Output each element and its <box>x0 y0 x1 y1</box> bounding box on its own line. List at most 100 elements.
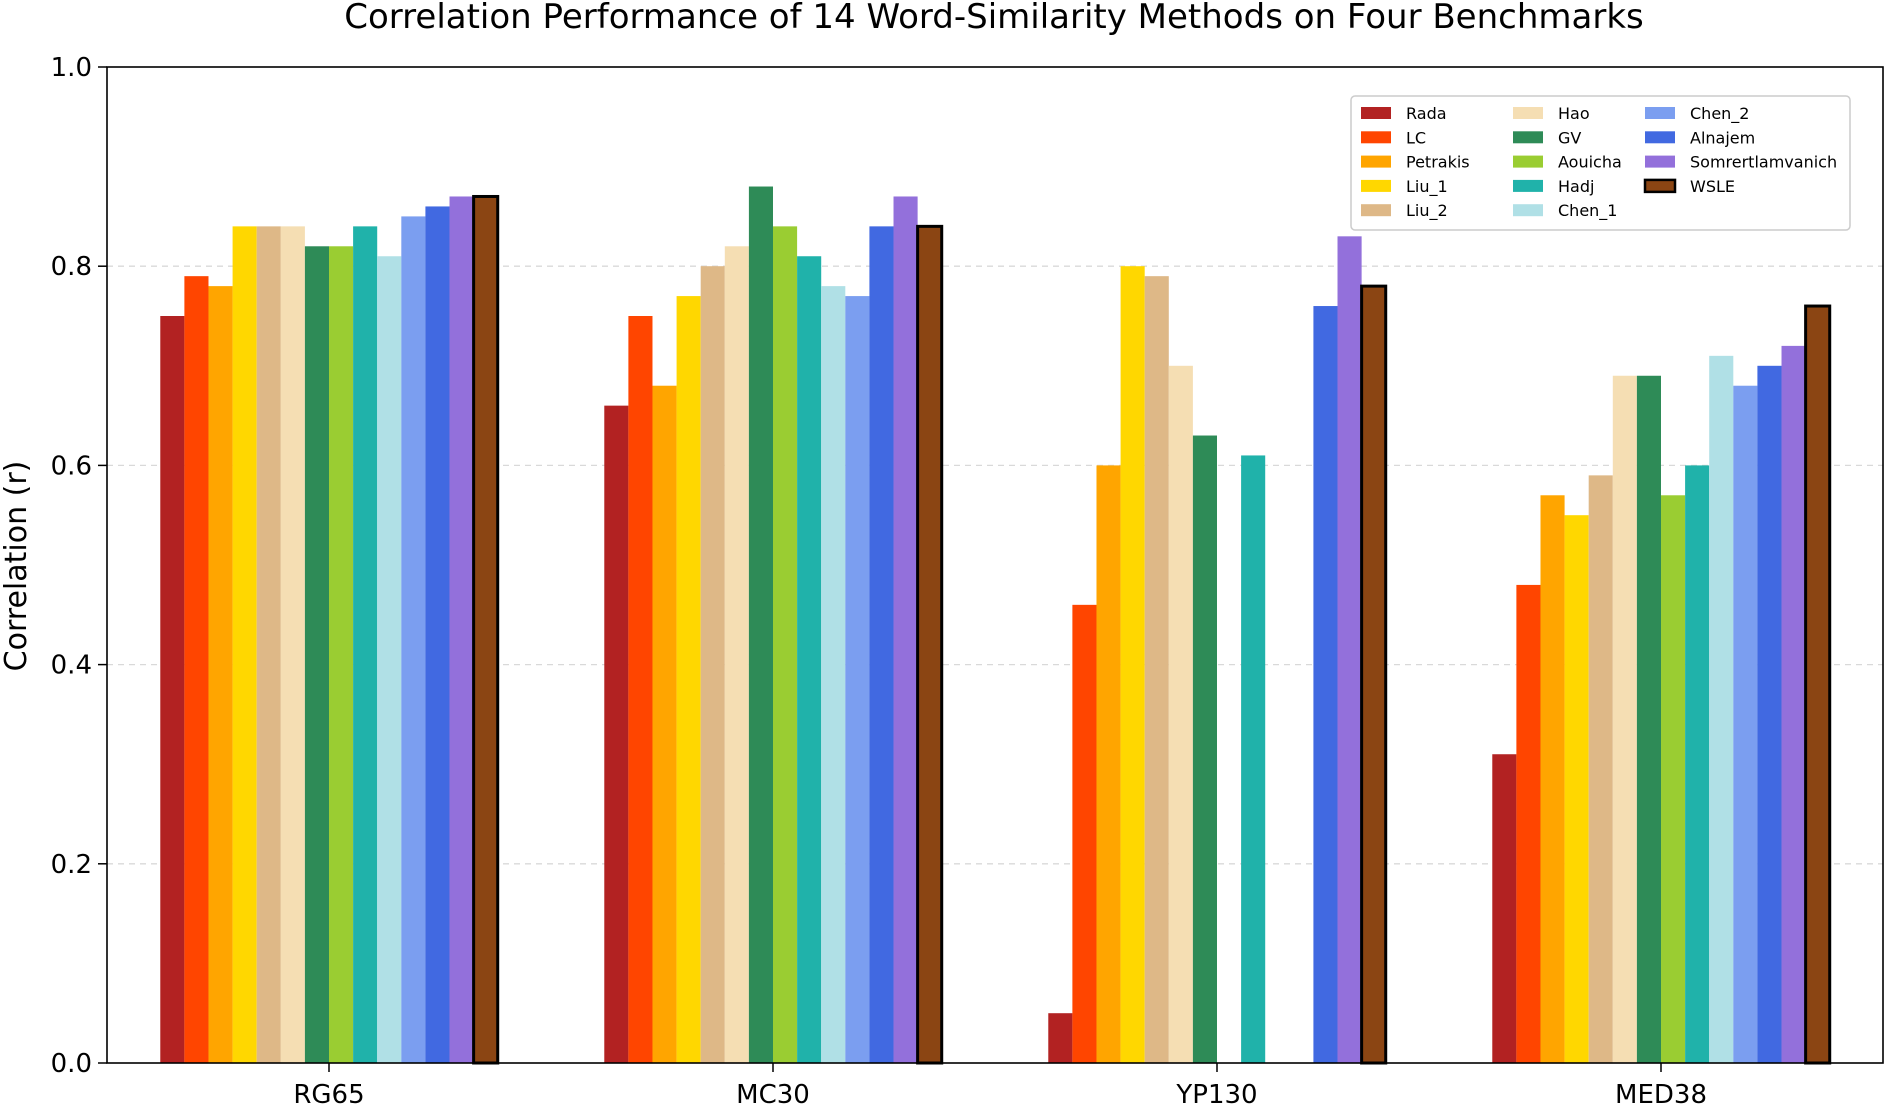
bar-hadj-yp130 <box>1241 455 1266 1063</box>
legend-swatch-alnajem <box>1645 131 1675 144</box>
legend-label-chen-1: Chen_1 <box>1558 201 1617 221</box>
bar-petrakis-med38 <box>1540 495 1565 1063</box>
bar-alnajem-mc30 <box>869 226 894 1064</box>
legend-box <box>1350 95 1851 231</box>
bar-chen-1-rg65 <box>377 256 402 1063</box>
bar-liu-1-rg65 <box>232 226 257 1064</box>
legend-swatch-somrertlamvanich <box>1645 155 1675 168</box>
y-tick-label: 0.2 <box>51 850 92 880</box>
bar-liu-1-yp130 <box>1120 266 1145 1063</box>
bar-aouicha-rg65 <box>329 246 354 1063</box>
bar-hao-med38 <box>1612 375 1637 1063</box>
legend-swatch-liu-2 <box>1361 204 1391 217</box>
legend: Rada LC Petrakis Liu_1 Liu_2 Hao GV Aouicha Hadj… <box>1350 95 1851 231</box>
bar-petrakis-mc30 <box>652 385 677 1064</box>
legend-swatch-hao <box>1513 107 1543 119</box>
y-tick-label: 0.0 <box>51 1049 92 1079</box>
legend-swatch-liu-1 <box>1361 179 1391 192</box>
bar-hao-mc30 <box>724 246 749 1063</box>
bar-wsle-med38 <box>1804 304 1832 1065</box>
bar-hadj-rg65 <box>353 226 378 1064</box>
bar-somrertlamvanich-med38 <box>1781 345 1806 1063</box>
bar-liu-1-mc30 <box>676 296 701 1064</box>
legend-label-liu-1: Liu_1 <box>1406 177 1448 197</box>
legend-swatch-chen-2 <box>1645 107 1675 119</box>
legend-label-wsle: WSLE <box>1690 177 1735 196</box>
bar-alnajem-yp130 <box>1313 306 1338 1063</box>
legend-label-hao: Hao <box>1558 104 1590 123</box>
legend-swatch-chen-1 <box>1513 204 1543 217</box>
bar-rada-rg65 <box>160 316 185 1063</box>
bar-liu-2-med38 <box>1588 475 1613 1063</box>
bar-wsle-rg65 <box>472 194 500 1065</box>
legend-swatch-petrakis <box>1361 155 1391 168</box>
bar-alnajem-rg65 <box>425 206 450 1063</box>
legend-swatch-aouicha <box>1513 155 1543 168</box>
y-axis-label: Correlation (r) <box>0 461 34 672</box>
bar-chen-1-med38 <box>1709 355 1734 1064</box>
y-tick-label: 1.0 <box>51 53 92 83</box>
legend-label-alnajem: Alnajem <box>1690 128 1755 147</box>
bar-lc-yp130 <box>1072 604 1097 1063</box>
x-tick-label: MED38 <box>1615 1080 1707 1105</box>
bar-somrertlamvanich-rg65 <box>449 196 474 1064</box>
bar-liu-2-mc30 <box>700 266 725 1063</box>
legend-label-rada: Rada <box>1406 104 1447 123</box>
bar-chen-2-rg65 <box>401 216 426 1063</box>
bar-hao-rg65 <box>280 226 305 1064</box>
legend-label-somrertlamvanich: Somrertlamvanich <box>1690 153 1837 172</box>
bar-lc-mc30 <box>628 316 653 1063</box>
legend-swatch-wsle <box>1643 178 1677 194</box>
bar-wsle-yp130 <box>1360 284 1388 1065</box>
legend-label-gv: GV <box>1558 128 1581 147</box>
bar-liu-2-rg65 <box>256 226 281 1064</box>
bar-aouicha-mc30 <box>773 226 798 1064</box>
bar-rada-yp130 <box>1048 1013 1073 1063</box>
legend-label-aouicha: Aouicha <box>1558 153 1622 172</box>
bar-aouicha-med38 <box>1661 495 1686 1063</box>
x-tick-label: YP130 <box>1175 1080 1257 1105</box>
legend-swatch-hadj <box>1513 179 1543 192</box>
bar-chen-1-mc30 <box>821 286 846 1063</box>
bar-liu-2-yp130 <box>1144 276 1169 1063</box>
bar-rada-med38 <box>1492 754 1517 1063</box>
bar-somrertlamvanich-mc30 <box>893 196 918 1064</box>
bar-petrakis-yp130 <box>1096 465 1121 1063</box>
x-tick-label: MC30 <box>736 1080 810 1105</box>
legend-label-lc: LC <box>1406 128 1426 147</box>
bar-gv-yp130 <box>1192 435 1217 1063</box>
plot-frame <box>106 66 1884 1064</box>
bar-lc-rg65 <box>184 276 209 1063</box>
bar-rada-mc30 <box>604 405 629 1063</box>
x-tick-label: RG65 <box>293 1080 364 1105</box>
bar-lc-med38 <box>1516 584 1541 1063</box>
bar-petrakis-rg65 <box>208 286 233 1063</box>
y-tick-label: 0.8 <box>51 252 92 282</box>
bar-alnajem-med38 <box>1757 365 1782 1063</box>
bar-hao-yp130 <box>1168 365 1193 1063</box>
legend-label-liu-2: Liu_2 <box>1406 201 1448 221</box>
bar-chen-2-med38 <box>1733 385 1758 1064</box>
axes: 0.0 0.2 0.4 0.6 0.8 1.0 RG65 MC30 YP130 MED38 <box>51 53 1884 1105</box>
legend-swatch-lc <box>1361 131 1391 144</box>
bar-hadj-mc30 <box>797 256 822 1063</box>
legend-swatch-rada <box>1361 107 1391 119</box>
y-tick-label: 0.6 <box>51 451 92 481</box>
bar-liu-1-med38 <box>1564 515 1589 1063</box>
legend-label-chen-2: Chen_2 <box>1690 104 1749 124</box>
legend-label-hadj: Hadj <box>1558 177 1594 196</box>
bar-chen-2-mc30 <box>845 296 870 1064</box>
legend-label-petrakis: Petrakis <box>1406 153 1470 172</box>
bars <box>160 186 1832 1065</box>
bar-gv-med38 <box>1636 375 1661 1063</box>
bar-wsle-mc30 <box>916 224 944 1065</box>
legend-swatch-gv <box>1513 131 1543 144</box>
y-tick-label: 0.4 <box>51 651 92 681</box>
chart-title: Correlation Performance of 14 Word-Simil… <box>344 0 1643 37</box>
bar-hadj-med38 <box>1685 465 1710 1063</box>
bar-somrertlamvanich-yp130 <box>1337 236 1362 1063</box>
bar-gv-rg65 <box>304 246 329 1063</box>
bar-gv-mc30 <box>748 186 773 1063</box>
